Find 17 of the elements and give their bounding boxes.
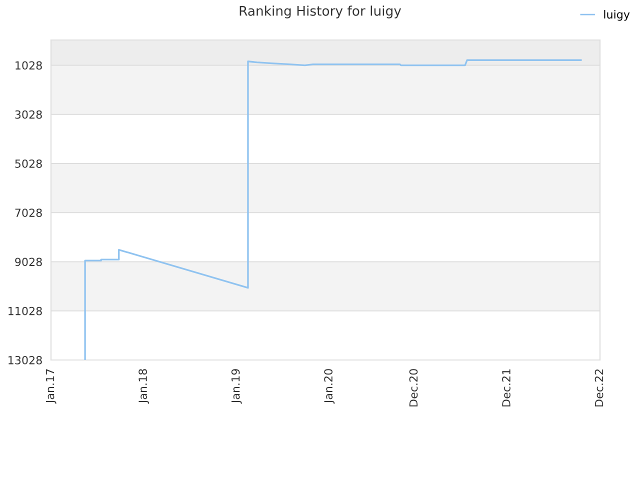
legend-label: luigy (604, 10, 630, 21)
chart-title: Ranking History for luigy (240, 6, 402, 18)
x-tick-label: Dec.21 (502, 369, 510, 406)
y-tick-label: 9028 (15, 258, 42, 266)
y-tick-label: 13028 (8, 356, 42, 364)
y-tick-label: 3028 (15, 110, 42, 119)
y-tick-label: 5028 (15, 159, 42, 168)
x-tick-label: Dec.20 (409, 369, 418, 406)
y-tick-label: 7028 (15, 208, 42, 218)
y-tick-label: 1028 (16, 61, 42, 70)
y-tick-label: 11028 (8, 306, 42, 316)
x-tick-label: Jan.17 (46, 369, 56, 404)
x-tick-label: Jan.18 (138, 369, 150, 404)
x-tick-label: Jan.20 (324, 369, 335, 404)
x-tick-label: Dec.22 (594, 369, 604, 406)
line-series (84, 59, 582, 360)
x-tick-label: Jan.19 (231, 369, 242, 404)
